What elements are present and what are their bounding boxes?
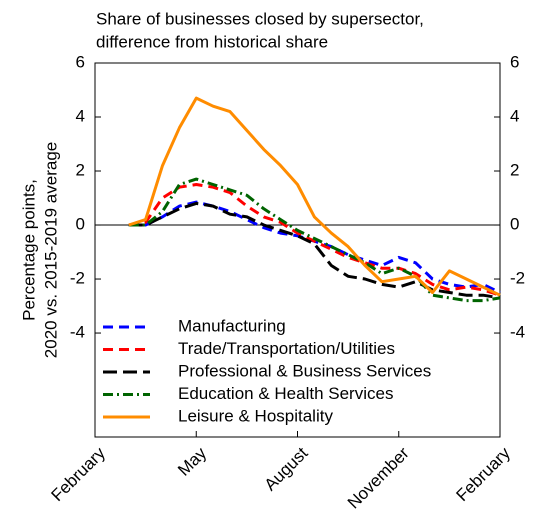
legend-label: Manufacturing [178, 316, 286, 335]
x-tick-label: August [261, 443, 312, 494]
legend-label: Professional & Business Services [178, 361, 431, 380]
series-line [128, 177, 501, 303]
chart-title: Share of businesses closed by supersecto… [96, 9, 424, 28]
y2-tick-label: 4 [510, 106, 519, 125]
x-tick-label: November [344, 443, 413, 512]
legend-label: Education & Health Services [178, 384, 393, 403]
y2-tick-label: 0 [510, 215, 519, 234]
y-axis-label: 2020 vs. 2015-2019 average [41, 142, 60, 358]
x-tick-label: February [47, 443, 109, 505]
series-line [128, 183, 501, 297]
y-tick-label: -2 [70, 269, 85, 288]
y-axis-label: Percentage points, [19, 179, 38, 321]
legend-label: Trade/Transportation/Utilities [178, 339, 395, 358]
y-tick-label: -4 [70, 323, 85, 342]
y2-tick-label: 6 [510, 52, 519, 71]
y-tick-label: 4 [76, 106, 85, 125]
y-tick-label: 6 [76, 52, 85, 71]
x-tick-label: February [452, 443, 514, 505]
y2-tick-label: -2 [510, 269, 525, 288]
series-line [128, 201, 501, 300]
y2-tick-label: 2 [510, 160, 519, 179]
y2-tick-label: -4 [510, 323, 525, 342]
chart-subtitle: difference from historical share [96, 32, 328, 51]
x-tick-label: May [174, 443, 210, 479]
series-line [128, 96, 501, 297]
y-tick-label: 0 [76, 215, 85, 234]
y-tick-label: 2 [76, 160, 85, 179]
legend-label: Leisure & Hospitality [178, 406, 333, 425]
plot-frame [94, 62, 501, 438]
